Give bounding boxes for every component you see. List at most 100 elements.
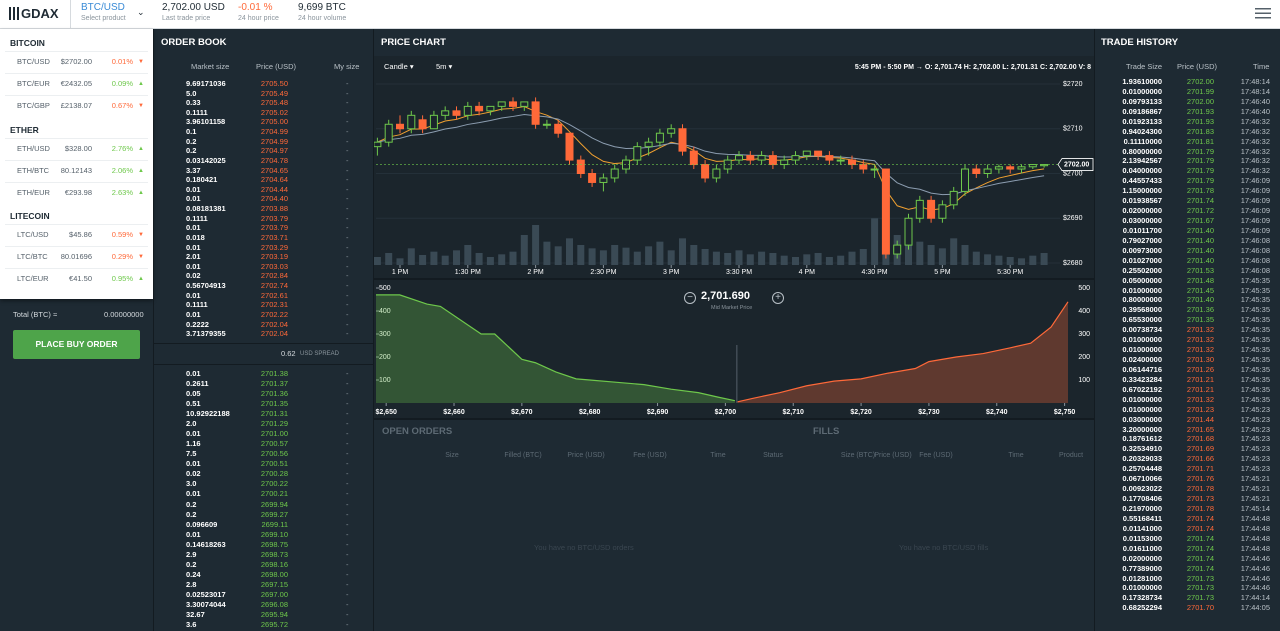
trade-price: 2701.35 bbox=[1186, 315, 1214, 325]
empty-orders: You have no BTC/USD orders bbox=[534, 543, 634, 552]
volume-bar bbox=[566, 238, 573, 265]
candle-body bbox=[667, 128, 676, 134]
trade-size: 0.01000000 bbox=[1122, 404, 1162, 414]
product-selector[interactable]: BTC/USD Select product ⌄ bbox=[70, 0, 151, 28]
order-size: 10.92922188 bbox=[186, 409, 230, 419]
product-price: $328.00 bbox=[64, 144, 92, 153]
column-header: Price (USD) bbox=[567, 452, 605, 459]
my-size: - bbox=[346, 429, 349, 439]
order-price: 2698.16 bbox=[260, 559, 288, 569]
trade-time: 17:45:35 bbox=[1240, 384, 1270, 394]
product-pair: LTC/USD bbox=[17, 230, 49, 239]
volume-bar bbox=[735, 250, 743, 265]
x-tick-label: 4:30 PM bbox=[862, 269, 888, 276]
order-size: 0.2222 bbox=[186, 319, 209, 329]
my-size: - bbox=[346, 399, 349, 409]
candle-body bbox=[848, 159, 856, 166]
trade-price: 2701.99 bbox=[1186, 86, 1214, 96]
top-bar bbox=[0, 0, 1280, 29]
column-header: Trade Size bbox=[1126, 62, 1162, 71]
trade-size: 0.06144716 bbox=[1122, 364, 1162, 374]
y-tick-label: $2680 bbox=[1063, 260, 1083, 267]
trade-time: 17:44:46 bbox=[1240, 563, 1270, 573]
product-row[interactable] bbox=[5, 138, 148, 159]
candle-body bbox=[859, 164, 868, 170]
product-row[interactable] bbox=[5, 268, 148, 289]
trade-price: 2701.72 bbox=[1186, 206, 1214, 216]
trade-price: 2701.66 bbox=[1186, 454, 1214, 464]
zoom-out[interactable]: − bbox=[684, 292, 696, 304]
trade-price: 2702.00 bbox=[1186, 96, 1214, 106]
open-orders-title: OPEN ORDERS bbox=[382, 426, 453, 437]
volume-bar bbox=[950, 238, 958, 265]
candle-body bbox=[407, 114, 416, 130]
order-size: 0.03142025 bbox=[186, 155, 226, 165]
order-size: 0.2611 bbox=[186, 379, 209, 389]
candle-body bbox=[520, 101, 529, 107]
product-row[interactable] bbox=[5, 246, 148, 267]
place-order-button[interactable]: PLACE BUY ORDER bbox=[13, 330, 140, 359]
product-price: €41.50 bbox=[69, 274, 92, 283]
trade-price: 2701.73 bbox=[1186, 593, 1214, 603]
product-row[interactable] bbox=[5, 51, 148, 72]
trade-size: 0.01000000 bbox=[1122, 583, 1162, 593]
x-tick-label: 2:30 PM bbox=[590, 269, 616, 276]
order-price: 2699.11 bbox=[261, 519, 288, 529]
trade-size: 0.33423284 bbox=[1122, 374, 1162, 384]
product-pair: BTC/USD bbox=[17, 57, 50, 66]
volume-bar bbox=[441, 255, 449, 265]
column-header: Fee (USD) bbox=[919, 452, 953, 459]
my-size: - bbox=[346, 184, 349, 194]
column-header: Product bbox=[1058, 452, 1084, 459]
trade-size: 0.32534910 bbox=[1122, 444, 1162, 454]
my-size: - bbox=[346, 290, 349, 300]
trade-size: 2.13942567 bbox=[1122, 156, 1162, 166]
order-price: 2705.50 bbox=[260, 79, 288, 88]
trade-time: 17:46:40 bbox=[1240, 96, 1270, 106]
total-label: Total (BTC) ≈ bbox=[13, 310, 58, 319]
trade-price: 2701.44 bbox=[1186, 414, 1214, 424]
trade-time: 17:46:08 bbox=[1240, 255, 1270, 265]
order-size: 0.01 bbox=[186, 242, 201, 252]
trade-size: 0.77389000 bbox=[1122, 563, 1162, 573]
column-header: Filled (BTC) bbox=[504, 452, 542, 459]
interval-select[interactable]: 5m ▾ bbox=[436, 62, 453, 71]
volume-bar bbox=[656, 241, 664, 265]
candle-body bbox=[542, 123, 551, 126]
order-price: 2705.48 bbox=[260, 98, 288, 108]
x-tick-label: $2,660 bbox=[443, 409, 465, 416]
order-size: 3.0 bbox=[186, 479, 197, 489]
candle-body bbox=[531, 101, 540, 125]
order-price: 2705.00 bbox=[260, 117, 288, 127]
trade-size: 1.93610000 bbox=[1122, 77, 1162, 86]
order-price: 2700.56 bbox=[260, 449, 288, 459]
order-price: 2697.00 bbox=[260, 589, 288, 599]
product-row[interactable] bbox=[5, 182, 148, 203]
product-row[interactable] bbox=[5, 160, 148, 181]
my-size: - bbox=[346, 146, 349, 156]
candle-body bbox=[588, 173, 597, 183]
menu-icon[interactable] bbox=[1255, 8, 1271, 19]
zoom-in[interactable]: + bbox=[772, 292, 784, 304]
product-row[interactable] bbox=[5, 73, 148, 94]
stat-value: -0.01 % bbox=[238, 2, 273, 13]
order-size: 0.1111 bbox=[186, 213, 208, 223]
order-size: 0.2 bbox=[186, 136, 197, 146]
trade-time: 17:44:46 bbox=[1240, 573, 1270, 583]
moving-average bbox=[377, 113, 1045, 196]
trade-time: 17:45:23 bbox=[1240, 404, 1270, 414]
y-tick-label: 100 bbox=[1078, 377, 1090, 384]
stat-label: 24 hour price bbox=[238, 15, 279, 22]
x-tick-label: $2,740 bbox=[986, 409, 1008, 416]
order-size: 0.56704913 bbox=[186, 281, 226, 291]
chart-type-select[interactable]: Candle ▾ bbox=[384, 62, 414, 71]
trade-time: 17:48:14 bbox=[1240, 86, 1270, 96]
my-size: - bbox=[346, 204, 349, 214]
y-tick-label: $2700 bbox=[1063, 170, 1083, 177]
order-price: 2702.61 bbox=[260, 290, 288, 300]
product-row[interactable] bbox=[5, 95, 148, 116]
product-change: 0.01% bbox=[111, 57, 133, 66]
my-size: - bbox=[346, 409, 349, 419]
volume-bar bbox=[407, 248, 415, 265]
product-row[interactable] bbox=[5, 224, 148, 245]
